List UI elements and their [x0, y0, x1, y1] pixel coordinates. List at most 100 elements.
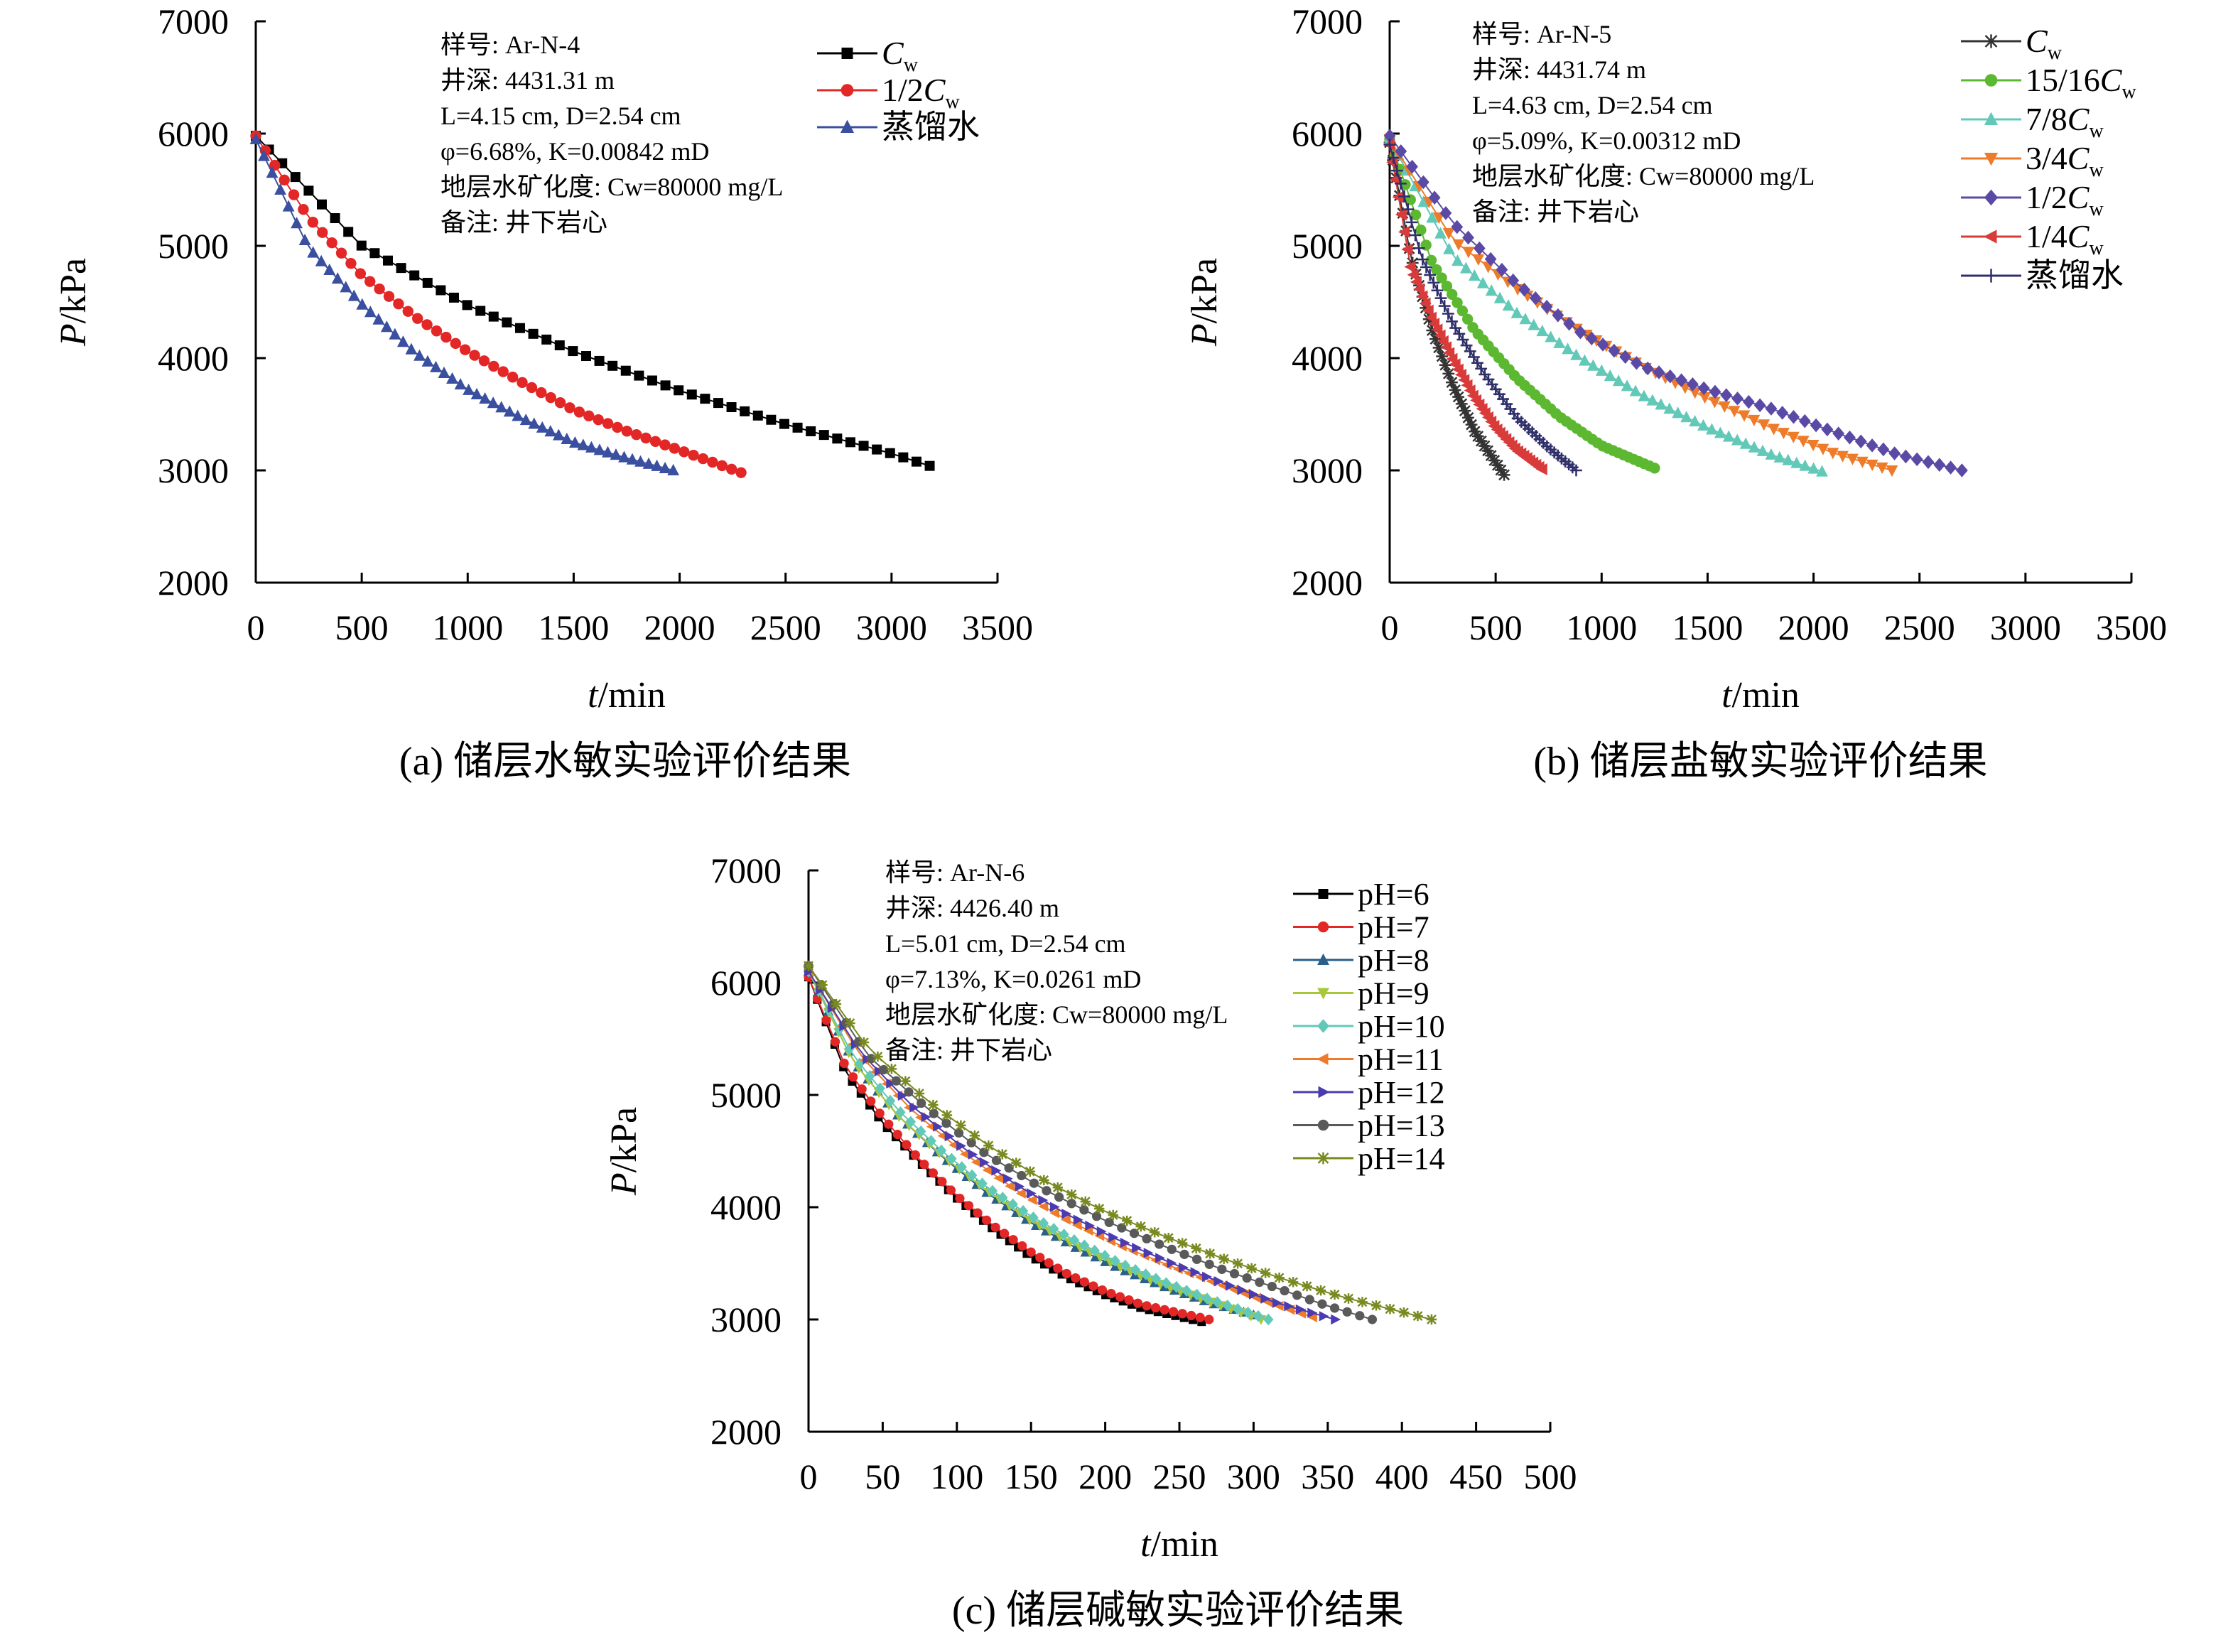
data-point [1945, 460, 1957, 475]
data-point [1649, 463, 1660, 474]
data-point [833, 1023, 845, 1036]
series-15/16Cw [1384, 134, 1660, 474]
data-point [1395, 144, 1407, 158]
data-point [1124, 1295, 1134, 1305]
data-point [1419, 297, 1431, 310]
data-point [1420, 261, 1432, 274]
data-point [886, 1078, 897, 1089]
legend-marker [1317, 953, 1329, 965]
data-point [979, 1148, 989, 1157]
data-point [1272, 1297, 1282, 1308]
data-point [1709, 396, 1721, 409]
y-axis-label: P/kPa [53, 258, 94, 347]
data-point [1955, 463, 1968, 477]
data-point [1005, 1181, 1015, 1192]
data-point [1117, 1223, 1127, 1233]
data-point [960, 1149, 970, 1160]
data-point [1007, 1198, 1018, 1211]
data-point [914, 1088, 925, 1099]
series-line [1389, 144, 1577, 471]
data-point [323, 263, 336, 276]
legend-label: pH=6 [1358, 877, 1429, 912]
data-point [1720, 388, 1733, 402]
data-point [512, 409, 524, 421]
data-point [1017, 1204, 1029, 1217]
data-point [288, 189, 300, 200]
data-point [1049, 1223, 1059, 1235]
data-point [977, 1177, 988, 1190]
data-point [1434, 227, 1447, 239]
info-annotation: 井深: 4431.31 m [440, 66, 615, 95]
data-point [382, 255, 393, 266]
data-point [1150, 1227, 1160, 1238]
data-point [1604, 369, 1616, 382]
data-point [1398, 226, 1410, 238]
data-point [1748, 414, 1761, 427]
data-point [487, 396, 499, 409]
data-point [1260, 1268, 1271, 1278]
data-point [1171, 1280, 1182, 1293]
data-point [1714, 426, 1726, 438]
data-point [1876, 462, 1888, 475]
data-point [812, 993, 823, 1004]
x-tick-label: 0 [247, 608, 265, 647]
data-point [1038, 1194, 1049, 1206]
y-tick-label: 3000 [158, 450, 229, 490]
data-point [1510, 306, 1523, 318]
data-point [356, 298, 369, 310]
x-tick-label: 0 [800, 1457, 818, 1496]
data-point [1817, 443, 1829, 455]
data-point [1079, 1277, 1089, 1287]
data-point [1442, 228, 1455, 240]
data-point [1485, 284, 1498, 296]
data-point [971, 1157, 981, 1167]
data-point [1465, 419, 1478, 431]
x-tick-label: 1000 [1566, 608, 1637, 647]
data-point [956, 1161, 967, 1173]
data-point [1827, 448, 1839, 460]
series-pH=10 [803, 965, 1274, 1326]
data-point [345, 257, 357, 269]
data-point [1416, 253, 1429, 266]
data-point [1866, 438, 1878, 453]
data-point [430, 360, 442, 372]
data-point [612, 421, 623, 433]
data-point [463, 383, 475, 395]
data-point [502, 317, 512, 328]
data-point [1797, 436, 1810, 448]
data-point [858, 441, 869, 451]
data-point [1798, 414, 1811, 428]
data-point [1646, 394, 1659, 406]
data-point [1343, 1293, 1354, 1304]
data-point [1000, 1229, 1010, 1238]
data-point [1496, 262, 1508, 277]
data-point [1191, 1254, 1202, 1264]
data-point [651, 459, 663, 471]
data-point [1653, 365, 1665, 379]
x-axis-label: t/min [1140, 1524, 1218, 1565]
legend-label: pH=8 [1358, 943, 1429, 978]
data-point [1017, 1170, 1027, 1181]
data-point [1190, 1267, 1201, 1278]
data-point [1438, 300, 1451, 312]
data-point [1788, 410, 1800, 424]
data-point [725, 463, 737, 475]
data-point [1292, 1290, 1302, 1300]
data-point [274, 183, 286, 195]
data-point [1383, 129, 1396, 143]
data-point [831, 998, 842, 1010]
data-point [752, 410, 763, 421]
data-point [895, 1106, 906, 1118]
legend-marker [840, 84, 854, 97]
data-point [1406, 159, 1418, 174]
data-point [290, 172, 301, 183]
data-point [1400, 179, 1411, 190]
data-point [1731, 392, 1744, 406]
data-point [1689, 415, 1701, 427]
data-point [1449, 384, 1461, 396]
data-point [634, 370, 644, 381]
data-point [380, 320, 393, 333]
data-point [396, 335, 409, 347]
series-line [1389, 135, 1962, 471]
data-point [1191, 1288, 1202, 1301]
